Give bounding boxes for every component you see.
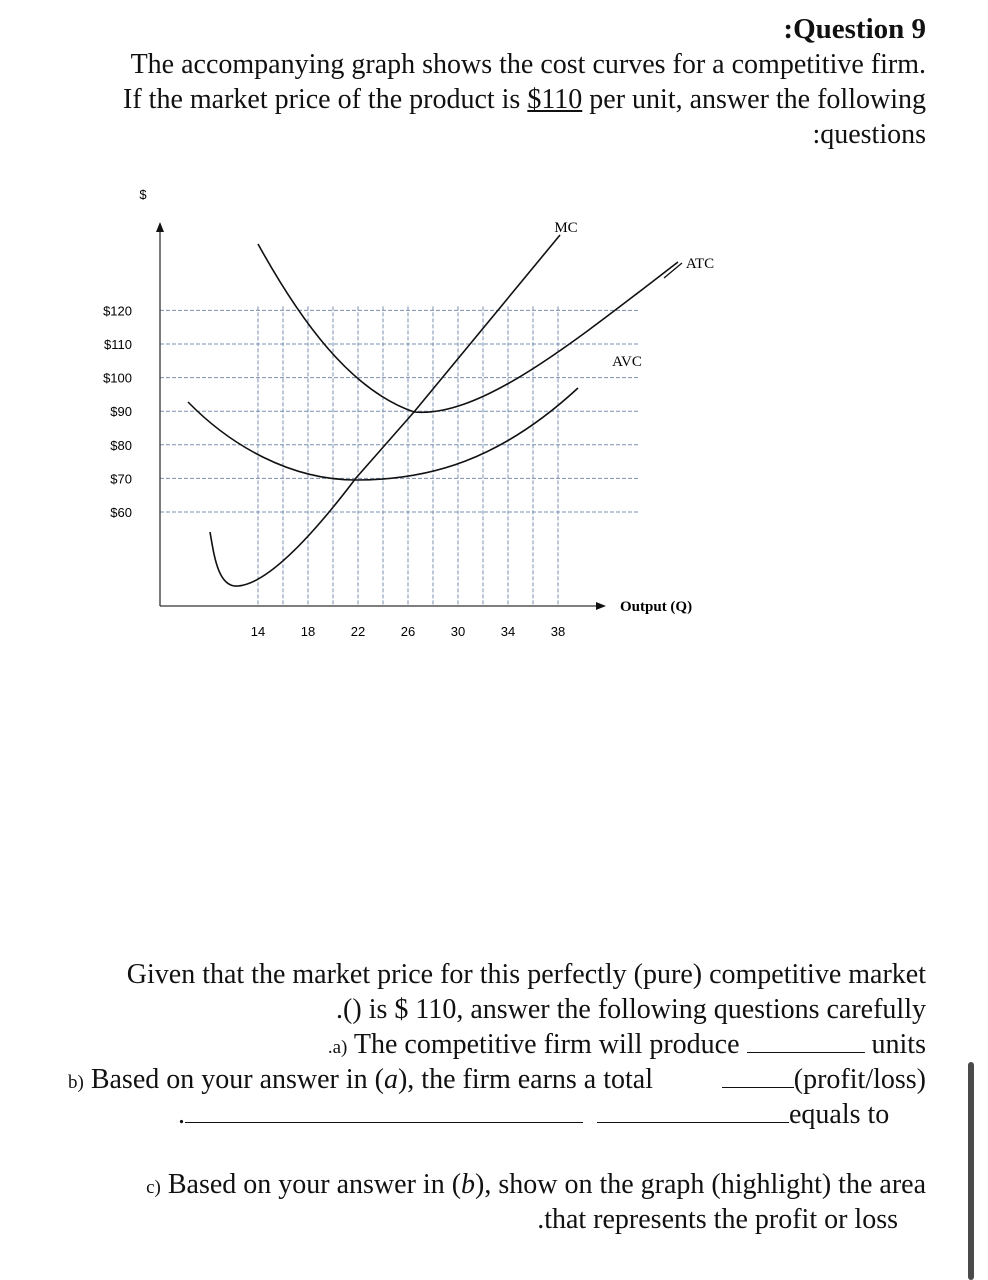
part-b-ref: a <box>383 1064 398 1095</box>
part-b-profit-blank[interactable] <box>721 1065 794 1088</box>
question-line-1: The accompanying graph shows the cost cu… <box>130 49 926 80</box>
part-a-marker: .a) <box>327 1037 348 1058</box>
y-tick-label: $100 <box>103 371 132 386</box>
y-tick-label: $80 <box>110 438 132 453</box>
label-leader-atc <box>663 262 683 279</box>
curve-atc <box>257 243 679 414</box>
x-axis-arrow <box>596 602 606 610</box>
y-tick-label: $90 <box>110 404 132 419</box>
part-b-profit-label: (profit/loss) <box>793 1064 926 1095</box>
part-b-text-2: ), the firm earns a total <box>397 1064 653 1095</box>
given-line-1: Given that the market price for this per… <box>126 959 926 990</box>
curve-label-atc: ATC <box>686 256 714 272</box>
part-b-profit: (profit/loss) <box>721 1063 926 1097</box>
part-c-ref: b <box>461 1169 476 1200</box>
given-line-2: .() is $ 110, answer the following quest… <box>336 994 926 1025</box>
part-c-marker: c) <box>146 1177 161 1198</box>
part-c-text: Based on your answer in ( <box>160 1169 462 1200</box>
curve-mc <box>209 234 561 587</box>
part-a: .a) The competitive firm will produce un… <box>328 1028 926 1065</box>
chart-axes <box>156 222 606 610</box>
part-b: b) Based on your answer in (a), the firm… <box>68 1063 653 1100</box>
part-c-text-2: ), show on the graph (highlight) the are… <box>475 1169 926 1200</box>
x-axis-label: Output (Q) <box>620 599 692 615</box>
part-b-amount-blank[interactable] <box>185 1100 583 1123</box>
x-tick-label: 18 <box>301 624 315 639</box>
curve-label-mc: MC <box>554 220 577 236</box>
chart-grid <box>160 306 640 606</box>
y-axis-arrow <box>156 222 164 232</box>
part-b-total-blank[interactable] <box>597 1100 789 1123</box>
chart-curves <box>187 234 683 587</box>
curve-avc <box>187 387 579 481</box>
x-tick-label: 26 <box>401 624 415 639</box>
part-b-marker: b) <box>68 1072 84 1093</box>
scrollbar[interactable] <box>968 1062 974 1280</box>
curve-label-avc: AVC <box>612 354 642 370</box>
question-title: :Question 9 <box>783 13 926 45</box>
x-tick-label: 30 <box>451 624 465 639</box>
part-b-equals: equals to <box>789 1099 890 1130</box>
x-tick-label: 22 <box>351 624 365 639</box>
y-tick-label: $70 <box>110 471 132 486</box>
part-c: c) Based on your answer in (b), show on … <box>146 1168 926 1205</box>
cost-curves-chart: $ Output (Q) 14 18 22 26 30 34 38 $120 $110 $100 $90… <box>103 187 714 639</box>
part-b-text: Based on your answer in ( <box>83 1064 384 1095</box>
part-c-line-2: .that represents the profit or loss <box>537 1204 898 1235</box>
y-tick-label: $110 <box>104 337 132 352</box>
chart-labels: $ Output (Q) 14 18 22 26 30 34 38 $120 $110 $100 $90… <box>103 187 714 639</box>
y-tick-label: $60 <box>110 505 132 520</box>
part-a-units-blank[interactable] <box>746 1030 865 1053</box>
x-tick-label: 34 <box>501 624 515 639</box>
part-b-line-2: . equals to <box>178 1098 889 1132</box>
question-line-2: If the market price of the product is $1… <box>123 83 926 117</box>
part-b-dot: . <box>178 1099 185 1130</box>
question-line-3: :questions <box>812 119 926 150</box>
x-tick-label: 14 <box>251 624 265 639</box>
market-price: $110 <box>527 84 583 115</box>
x-tick-label: 38 <box>551 624 565 639</box>
question-line-2-pre: If the market price of the product is <box>123 84 528 115</box>
part-a-units: units <box>864 1029 926 1060</box>
part-a-text: The competitive firm will produce <box>347 1029 747 1060</box>
y-tick-label: $120 <box>103 303 132 318</box>
question-line-2-post: per unit, answer the following <box>582 84 926 115</box>
y-axis-label: $ <box>139 187 147 202</box>
